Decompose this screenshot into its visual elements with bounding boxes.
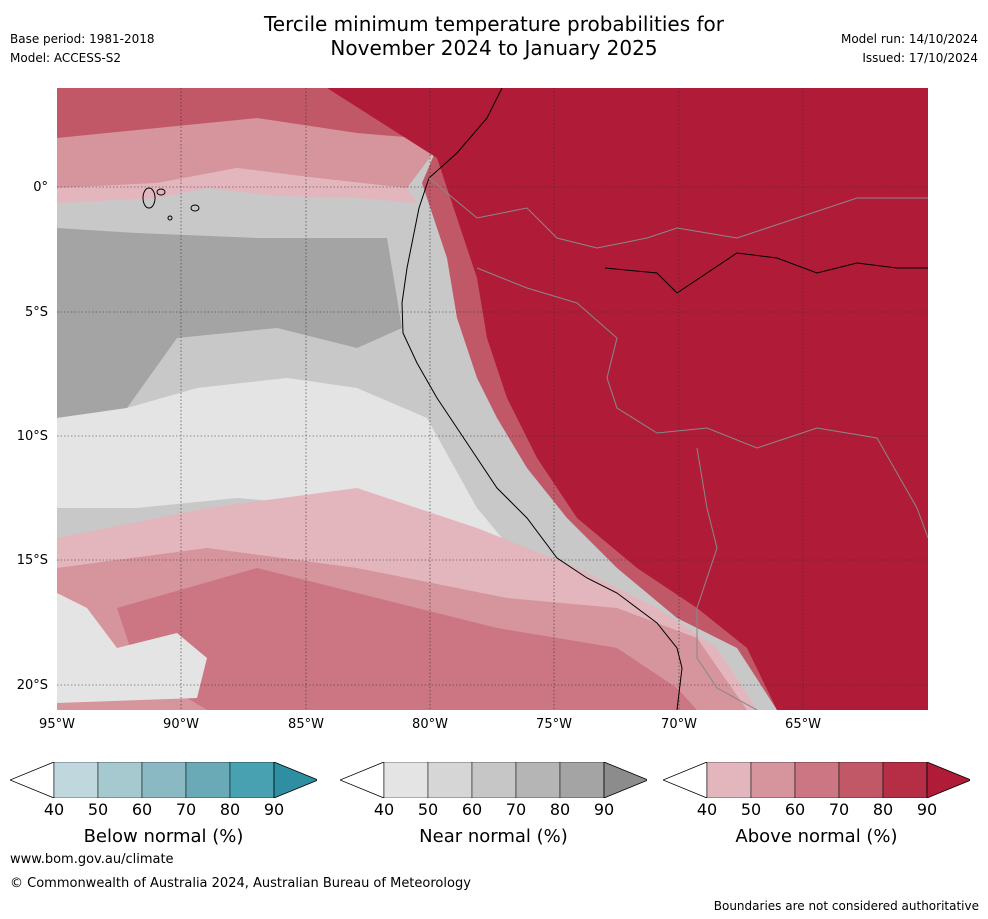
below-tick-90: 90 [263,800,285,819]
near-normal-core [57,228,402,418]
below-colorbar-segment-2 [97,761,143,799]
above-tick-50: 50 [740,800,762,819]
lat-label-5s: 5°S [24,305,48,320]
website-link[interactable]: www.bom.gov.au/climate [10,852,174,867]
border-north [428,177,928,249]
lon-label-75w: 75°W [536,717,572,732]
near-colorbar-extend-low [338,761,385,799]
near-colorbar-segment-2 [427,761,473,799]
below-colorbar-segment-5 [229,761,275,799]
base-period-label: Base period: 1981-2018 [10,32,155,46]
colorbar-near [338,761,650,799]
colorbar-below-svg [8,761,320,799]
north-above-band-strong [57,88,417,138]
boundaries-disclaimer: Boundaries are not considered authoritat… [713,899,979,913]
below-tick-70: 70 [175,800,197,819]
lon-label-95w: 95°W [39,717,75,732]
colorbar-above [661,761,973,799]
below-colorbar-extend-high [273,761,320,799]
below-colorbar-segment-1 [53,761,99,799]
lon-label-80w: 80°W [412,717,448,732]
coastline [401,88,683,710]
near-colorbar-segment-4 [515,761,561,799]
below-colorbar-segment-4 [185,761,231,799]
probability-map [57,88,928,710]
lon-label-70w: 70°W [661,717,697,732]
above-colorbar-segment-5 [882,761,928,799]
above-tick-40: 40 [696,800,718,819]
above-colorbar-segment-1 [706,761,752,799]
land-above-normal [327,88,928,710]
amazon-river [604,252,928,294]
above-colorbar-segment-3 [794,761,840,799]
above-tick-70: 70 [828,800,850,819]
southwest-near-normal [57,593,207,703]
colorbar-near-svg [338,761,650,799]
colorbar-below [8,761,320,799]
near-tick-80: 80 [549,800,571,819]
lat-label-15s: 15°S [16,553,48,568]
colorbar-above-title: Above normal (%) [735,826,898,847]
border-peru-bolivia [696,447,758,710]
above-colorbar-extend-low [661,761,708,799]
near-tick-40: 40 [373,800,395,819]
above-tick-60: 60 [784,800,806,819]
model-run-label: Model run: 14/10/2024 [840,32,978,46]
below-tick-40: 40 [43,800,65,819]
lon-label-90w: 90°W [163,717,199,732]
above-colorbar-segment-2 [750,761,796,799]
graticule [57,88,928,710]
near-tick-70: 70 [505,800,527,819]
near-colorbar-segment-1 [383,761,429,799]
north-light-band [57,168,417,203]
near-tick-60: 60 [461,800,483,819]
below-tick-60: 60 [131,800,153,819]
colorbar-below-title: Below normal (%) [83,826,244,847]
title-line-2: November 2024 to January 2025 [330,36,658,60]
lon-label-65w: 65°W [785,717,821,732]
below-colorbar-segment-3 [141,761,187,799]
near-colorbar-extend-high [603,761,650,799]
above-tick-90: 90 [916,800,938,819]
below-colorbar-extend-low [8,761,55,799]
south-above-strong [117,568,697,710]
above-colorbar-segment-4 [838,761,884,799]
near-colorbar-segment-3 [471,761,517,799]
title-line-1: Tercile minimum temperature probabilitie… [263,12,725,36]
below-tick-50: 50 [87,800,109,819]
copyright-text: © Commonwealth of Australia 2024, Austra… [10,876,471,891]
map-title: Tercile minimum temperature probabilitie… [0,12,988,60]
lat-label-0: 0° [33,180,48,195]
below-tick-80: 80 [219,800,241,819]
near-tick-90: 90 [593,800,615,819]
lat-label-20s: 20°S [16,678,48,693]
colorbar-above-svg [661,761,973,799]
issued-label: Issued: 17/10/2024 [862,51,978,65]
near-colorbar-segment-5 [559,761,605,799]
model-label: Model: ACCESS-S2 [10,51,122,65]
near-tick-50: 50 [417,800,439,819]
above-tick-80: 80 [872,800,894,819]
lat-label-10s: 10°S [16,429,48,444]
border-peru-brazil [476,267,928,539]
lon-label-85w: 85°W [288,717,324,732]
above-colorbar-extend-high [926,761,973,799]
galapagos-islands [142,187,200,221]
colorbar-near-title: Near normal (%) [419,826,568,847]
map-canvas [57,88,928,710]
